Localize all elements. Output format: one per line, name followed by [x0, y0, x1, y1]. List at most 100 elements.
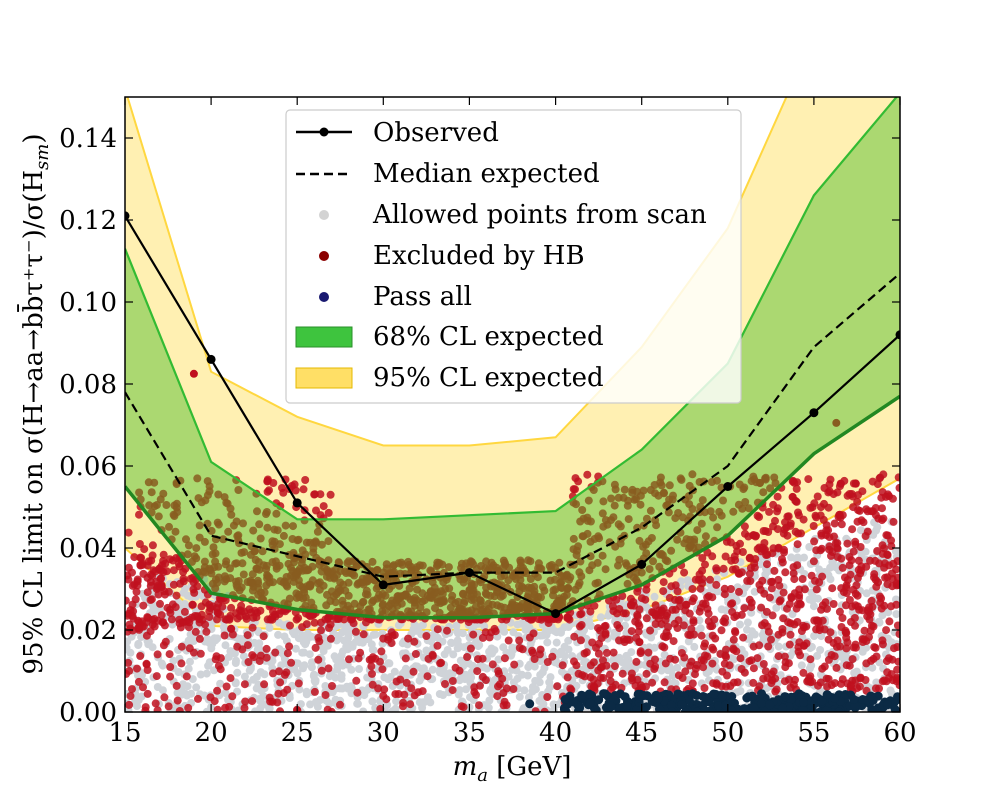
- excluded-point: [623, 635, 632, 644]
- excluded-point: [470, 688, 479, 697]
- excluded-point: [863, 612, 872, 621]
- allowed-point: [773, 589, 782, 598]
- allowed-point: [219, 623, 228, 632]
- excluded-point: [587, 682, 596, 691]
- excluded-point: [838, 614, 847, 622]
- excluded-point: [368, 680, 377, 689]
- excluded-point: [728, 607, 737, 616]
- excluded-point: [384, 633, 393, 642]
- excluded-point: [410, 637, 419, 646]
- excluded-point: [680, 568, 689, 577]
- excluded-point: [317, 618, 325, 627]
- excluded-point: [473, 667, 482, 676]
- allowed-point: [394, 621, 403, 630]
- excluded-point: [710, 615, 719, 624]
- excluded-point: [790, 575, 799, 584]
- excluded-point: [220, 631, 229, 640]
- excluded-point: [598, 551, 607, 560]
- allowed-point: [200, 691, 209, 700]
- allowed-point: [596, 613, 605, 622]
- allowed-point: [650, 592, 659, 601]
- excluded-point: [642, 614, 651, 623]
- allowed-point: [337, 671, 346, 680]
- excluded-point: [159, 550, 168, 559]
- allowed-point: [391, 704, 400, 712]
- excluded-point: [582, 648, 591, 657]
- y-tick-label: 0.12: [59, 206, 117, 236]
- allowed-point: [275, 618, 283, 627]
- pass-point: [639, 691, 649, 700]
- excluded-point: [227, 624, 236, 633]
- excluded-point: [792, 484, 801, 493]
- excluded-point: [316, 490, 325, 499]
- allowed-point: [213, 634, 222, 643]
- allowed-point: [291, 644, 300, 653]
- excluded-point: [475, 701, 483, 710]
- excluded-point: [263, 487, 272, 496]
- pass-point: [757, 689, 766, 699]
- allowed-point: [585, 617, 594, 626]
- excluded-point: [179, 577, 188, 586]
- allowed-point: [323, 641, 332, 650]
- excluded-point: [143, 689, 152, 698]
- allowed-point: [392, 697, 401, 706]
- excluded-point: [352, 676, 361, 685]
- excluded-point: [169, 566, 178, 575]
- excluded-point: [757, 603, 766, 612]
- allowed-point: [761, 570, 770, 579]
- excluded-point: [735, 587, 743, 596]
- excluded-point: [619, 609, 628, 618]
- excluded-point: [824, 635, 833, 644]
- excluded-point: [848, 525, 857, 534]
- excluded-point: [493, 692, 502, 701]
- excluded-point: [280, 670, 289, 679]
- excluded-point: [744, 504, 753, 513]
- legend-excluded-marker: [319, 251, 329, 261]
- excluded-point: [743, 576, 752, 585]
- excluded-point: [834, 512, 843, 521]
- excluded-point: [225, 614, 234, 623]
- excluded-point: [504, 636, 513, 645]
- excluded-point: [195, 521, 204, 530]
- allowed-point: [462, 685, 470, 694]
- allowed-point: [311, 698, 320, 707]
- excluded-point: [721, 614, 730, 623]
- band-95-upper-edge: [126, 97, 788, 447]
- pass-point: [653, 693, 663, 703]
- allowed-point: [531, 676, 540, 685]
- excluded-point: [147, 488, 156, 497]
- excluded-point: [632, 657, 641, 666]
- excluded-point: [499, 689, 508, 697]
- excluded-point: [821, 598, 830, 607]
- excluded-point: [534, 615, 543, 624]
- excluded-point: [885, 673, 893, 682]
- allowed-point: [667, 665, 676, 674]
- excluded-point: [125, 528, 133, 537]
- excluded-point: [712, 564, 721, 573]
- allowed-point: [856, 526, 865, 535]
- excluded-point: [656, 473, 665, 482]
- pass-point: [655, 705, 665, 712]
- excluded-point: [856, 673, 865, 682]
- excluded-point: [535, 650, 544, 659]
- excluded-point: [248, 651, 257, 660]
- excluded-point: [793, 618, 802, 626]
- excluded-point: [701, 532, 710, 541]
- excluded-point: [225, 702, 234, 711]
- allowed-point: [239, 652, 248, 661]
- allowed-point: [539, 631, 548, 640]
- excluded-point: [176, 623, 185, 632]
- excluded-point: [418, 687, 427, 696]
- allowed-point: [622, 651, 631, 660]
- x-tick-label: 40: [539, 718, 572, 748]
- allowed-point: [671, 679, 680, 688]
- excluded-point: [746, 564, 755, 572]
- excluded-point: [177, 642, 186, 651]
- excluded-point: [583, 470, 592, 479]
- excluded-point: [189, 369, 198, 378]
- excluded-point: [851, 640, 860, 649]
- excluded-point: [699, 663, 708, 672]
- excluded-point: [269, 669, 277, 678]
- excluded-point: [770, 566, 779, 575]
- excluded-point: [779, 588, 788, 597]
